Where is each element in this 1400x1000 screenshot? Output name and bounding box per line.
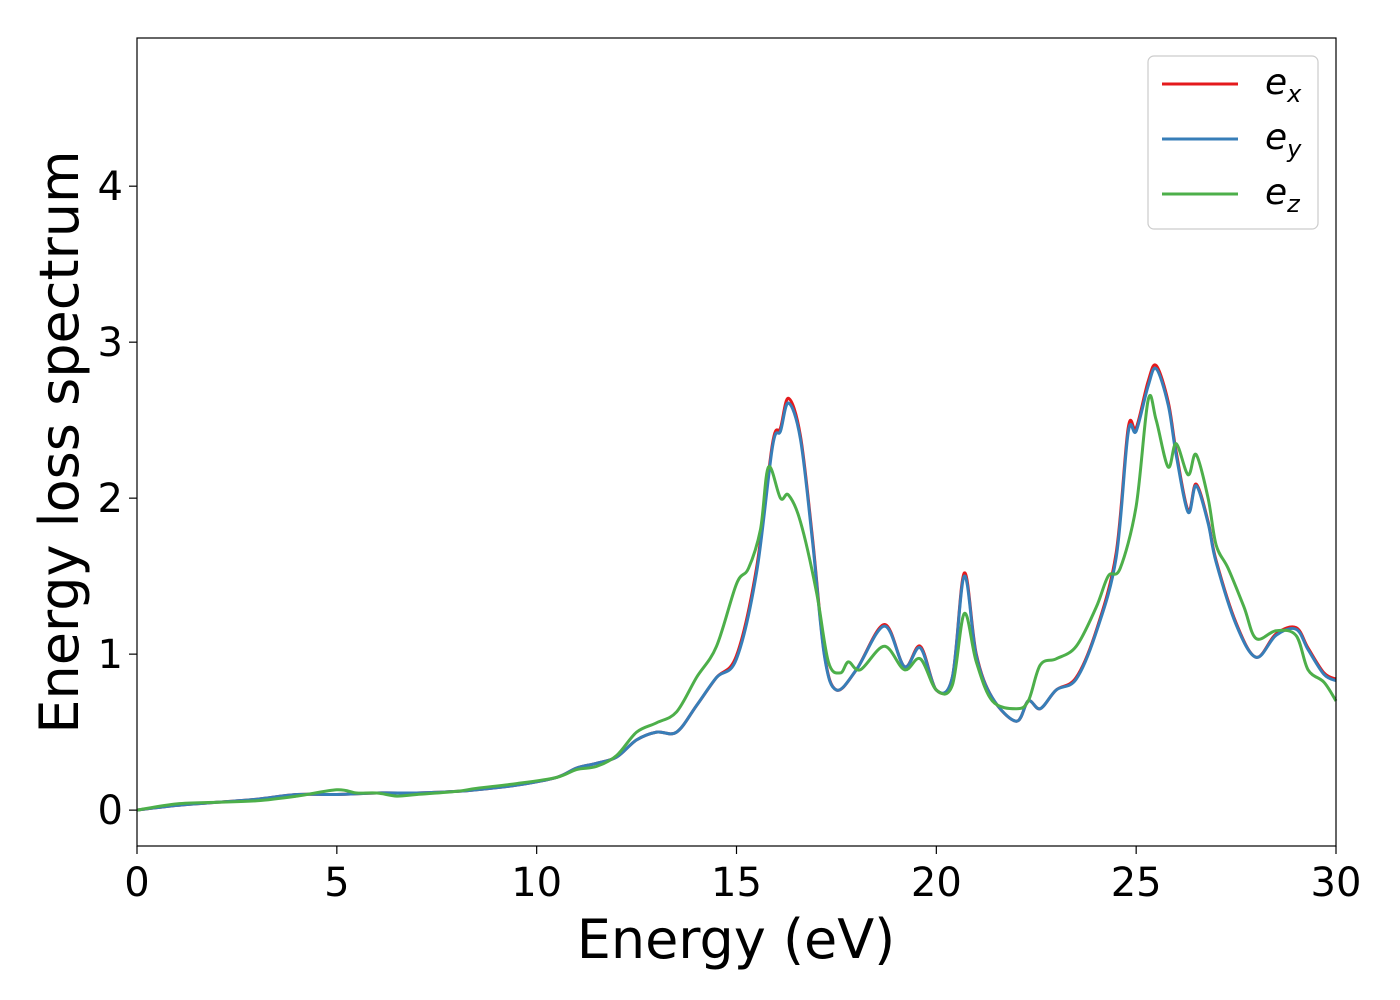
series-layer: [136, 363, 1338, 812]
x-tick-label: 5: [324, 860, 349, 906]
x-tick-label: 20: [911, 860, 962, 906]
y-tick-label: 0: [98, 788, 123, 834]
legend-entry: ey: [1265, 117, 1302, 163]
legend-box: [1147, 55, 1319, 230]
y-tick-label: 1: [98, 632, 123, 678]
x-tick-label: 0: [124, 860, 149, 906]
y-tick-label: 4: [98, 164, 123, 210]
plot-area: [137, 38, 1336, 846]
legend-entry: ex: [1265, 62, 1302, 108]
x-tick-label: 10: [511, 860, 562, 906]
legend: ex ey ez: [1147, 55, 1319, 230]
x-tick-label: 15: [711, 860, 762, 906]
x-axis-title: Energy (eV): [577, 908, 896, 971]
legend-entry: ez: [1265, 172, 1301, 218]
x-tick-label: 30: [1311, 860, 1362, 906]
y-tick-label: 3: [98, 320, 123, 366]
series-line-ez: [136, 393, 1338, 812]
y-axis-title: Energy loss spectrum: [28, 150, 91, 733]
y-tick-label: 2: [98, 476, 123, 522]
x-axis: 0 5 10 15 20 25 30: [124, 846, 1361, 906]
x-tick-label: 25: [1111, 860, 1162, 906]
y-axis: 0 1 2 3 4: [98, 164, 137, 834]
